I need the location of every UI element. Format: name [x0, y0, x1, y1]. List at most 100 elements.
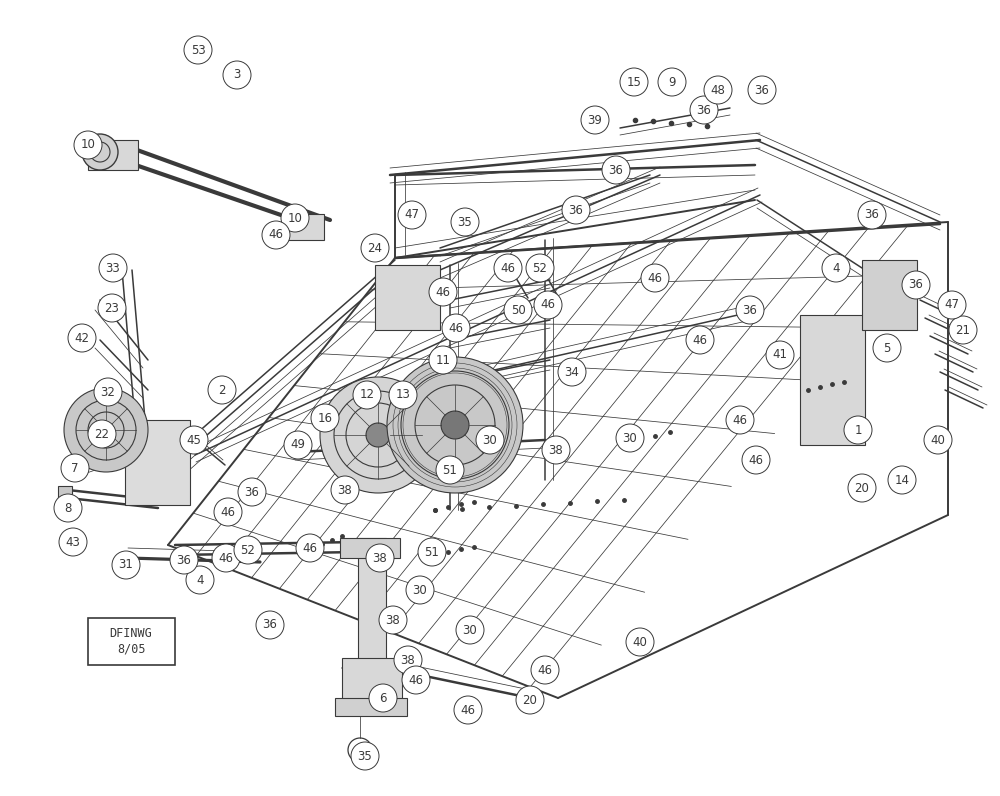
Circle shape: [208, 376, 236, 404]
Circle shape: [331, 476, 359, 504]
Text: 35: 35: [458, 216, 472, 228]
Text: 12: 12: [360, 388, 374, 401]
Text: 20: 20: [523, 693, 537, 707]
Text: 10: 10: [288, 212, 302, 224]
Circle shape: [398, 201, 426, 229]
Text: 24: 24: [368, 241, 382, 255]
Circle shape: [402, 666, 430, 694]
Circle shape: [844, 416, 872, 444]
Circle shape: [418, 538, 446, 566]
Text: 23: 23: [105, 302, 119, 314]
Circle shape: [888, 466, 916, 494]
Text: 38: 38: [338, 483, 352, 497]
Text: 53: 53: [191, 44, 205, 57]
Text: 36: 36: [755, 84, 769, 96]
Text: 35: 35: [358, 750, 372, 763]
Circle shape: [353, 381, 381, 409]
Text: 4: 4: [832, 262, 840, 275]
Text: 34: 34: [565, 365, 579, 379]
Circle shape: [822, 254, 850, 282]
Circle shape: [602, 156, 630, 184]
Circle shape: [429, 346, 457, 374]
Circle shape: [736, 296, 764, 324]
Circle shape: [562, 196, 590, 224]
Text: 46: 46: [218, 552, 234, 564]
Circle shape: [581, 106, 609, 134]
Circle shape: [82, 134, 118, 170]
Circle shape: [429, 278, 457, 306]
Text: 36: 36: [909, 279, 923, 291]
FancyBboxPatch shape: [335, 698, 407, 716]
Text: DFINWG
8/05: DFINWG 8/05: [110, 627, 152, 655]
Text: 21: 21: [956, 323, 970, 337]
Text: 31: 31: [119, 559, 133, 572]
Text: 46: 46: [409, 673, 424, 686]
Circle shape: [949, 316, 977, 344]
FancyBboxPatch shape: [125, 420, 190, 505]
FancyBboxPatch shape: [862, 260, 917, 330]
Circle shape: [504, 296, 532, 324]
Text: 36: 36: [697, 103, 711, 116]
Circle shape: [690, 96, 718, 124]
Circle shape: [64, 388, 148, 472]
Text: 46: 46: [436, 286, 450, 298]
Circle shape: [74, 131, 102, 159]
Circle shape: [766, 341, 794, 369]
Circle shape: [112, 551, 140, 579]
Text: 14: 14: [895, 474, 910, 486]
Circle shape: [296, 534, 324, 562]
Text: 38: 38: [549, 443, 563, 456]
Text: 52: 52: [241, 544, 255, 556]
Text: 46: 46: [448, 322, 464, 334]
Circle shape: [704, 76, 732, 104]
Circle shape: [726, 406, 754, 434]
Circle shape: [94, 378, 122, 406]
Circle shape: [180, 426, 208, 454]
Text: 36: 36: [263, 618, 277, 631]
Text: 4: 4: [196, 573, 204, 587]
Text: 46: 46: [538, 664, 552, 677]
FancyBboxPatch shape: [58, 486, 72, 510]
Circle shape: [924, 426, 952, 454]
Circle shape: [366, 544, 394, 572]
Circle shape: [873, 334, 901, 362]
Text: 46: 46: [460, 704, 476, 716]
Circle shape: [238, 478, 266, 506]
FancyBboxPatch shape: [88, 618, 175, 665]
Text: 30: 30: [623, 431, 637, 444]
Text: 33: 33: [106, 262, 120, 275]
Text: 46: 46: [732, 413, 748, 427]
Text: 36: 36: [177, 553, 191, 567]
Circle shape: [848, 474, 876, 502]
Circle shape: [68, 324, 96, 352]
Text: 11: 11: [436, 353, 450, 366]
Circle shape: [281, 204, 309, 232]
Circle shape: [234, 536, 262, 564]
Text: 39: 39: [588, 114, 602, 127]
Text: 30: 30: [483, 434, 497, 447]
Text: 46: 46: [501, 262, 516, 275]
Circle shape: [476, 426, 504, 454]
Circle shape: [526, 254, 554, 282]
Circle shape: [320, 377, 436, 493]
Circle shape: [184, 36, 212, 64]
Text: 38: 38: [401, 654, 415, 666]
Text: 46: 46: [648, 271, 662, 284]
Text: 8: 8: [64, 501, 72, 514]
Text: 36: 36: [743, 303, 757, 317]
Text: 22: 22: [94, 427, 110, 440]
Text: 42: 42: [74, 331, 90, 345]
Text: 9: 9: [668, 76, 676, 88]
Text: 13: 13: [396, 388, 410, 401]
Circle shape: [442, 314, 470, 342]
Circle shape: [88, 420, 116, 448]
FancyBboxPatch shape: [88, 140, 138, 170]
FancyBboxPatch shape: [800, 315, 865, 445]
Text: 45: 45: [187, 434, 201, 447]
Circle shape: [441, 411, 469, 439]
Circle shape: [626, 628, 654, 656]
Circle shape: [212, 544, 240, 572]
Circle shape: [389, 381, 417, 409]
Circle shape: [61, 454, 89, 482]
Circle shape: [98, 294, 126, 322]
